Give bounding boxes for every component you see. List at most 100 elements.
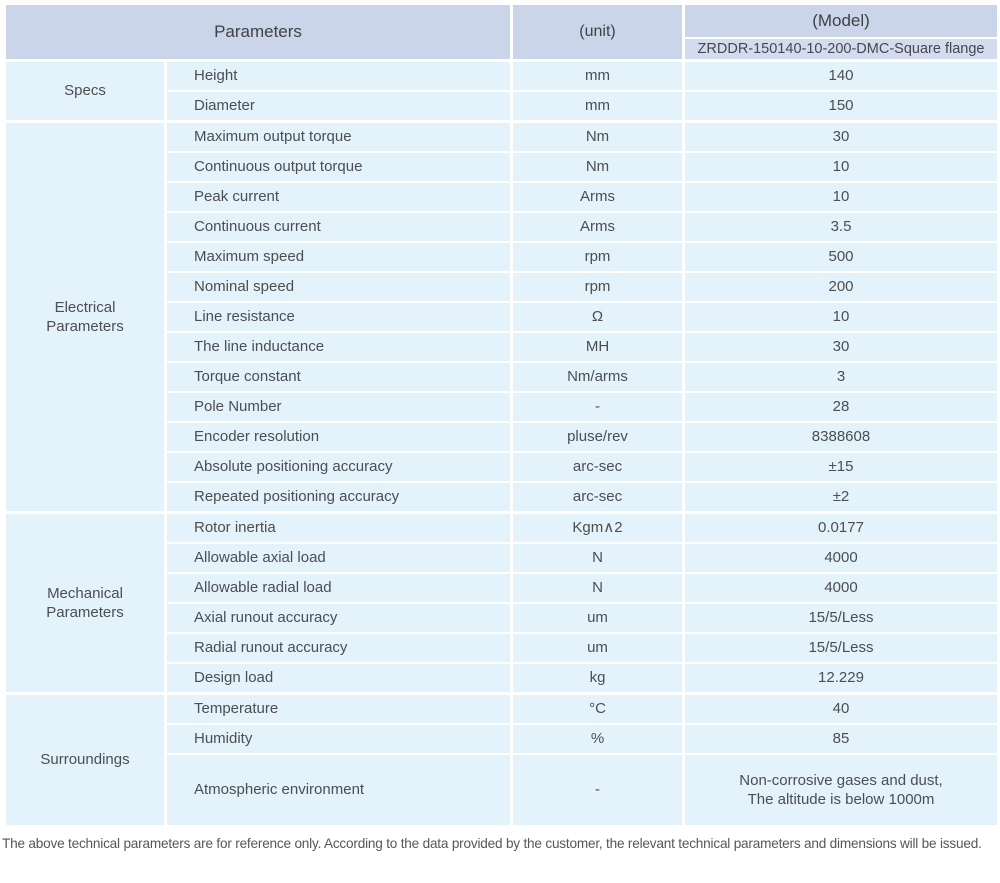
- value-cell: 12.229: [682, 662, 1000, 695]
- name-cell: Diameter: [164, 90, 513, 123]
- table-row: Encoder resolution pluse/rev 8388608: [5, 421, 1000, 453]
- name-cell: Encoder resolution: [164, 421, 513, 453]
- header-row-1: Parameters (unit) (Model): [3, 3, 1000, 62]
- unit-cell: mm: [510, 90, 685, 123]
- name-cell: Torque constant: [164, 361, 513, 393]
- unit-cell: -: [510, 391, 685, 423]
- unit-cell: Arms: [510, 211, 685, 243]
- name-cell: Allowable axial load: [164, 542, 513, 574]
- table-row: Radial runout accuracy um 15/5/Less: [5, 632, 1000, 664]
- group-electrical-parameters: Electrical Parameters Maximum output torq…: [3, 120, 1000, 514]
- unit-cell: pluse/rev: [510, 421, 685, 453]
- table-row: Electrical Parameters Maximum output torq…: [3, 120, 1000, 514]
- unit-cell: um: [510, 632, 685, 664]
- name-cell: Atmospheric environment: [164, 753, 513, 827]
- unit-cell: rpm: [510, 241, 685, 273]
- unit-cell: Nm: [510, 151, 685, 183]
- value-cell: 0.0177: [682, 511, 1000, 544]
- unit-column-header: (unit): [510, 3, 685, 62]
- group-label: Electrical Parameters: [3, 120, 167, 514]
- table-row: Pole Number -28: [5, 391, 1000, 423]
- value-cell: 10: [682, 301, 1000, 333]
- table-row: Maximum speed rpm 500: [5, 241, 1000, 273]
- unit-cell: kg: [510, 662, 685, 695]
- name-cell: Radial runout accuracy: [164, 632, 513, 664]
- unit-cell: -: [510, 753, 685, 827]
- table-row: Line resistance Ω 10: [5, 301, 1000, 333]
- value-cell: 40: [682, 692, 1000, 725]
- name-cell: Allowable radial load: [164, 572, 513, 604]
- name-cell: Axial runout accuracy: [164, 602, 513, 634]
- table-row: Surroundings Temperature °C 40: [3, 692, 1000, 827]
- name-cell: Continuous output torque: [164, 151, 513, 183]
- table-header: Parameters (unit) (Model) ZRDDR-150140-1…: [3, 3, 1000, 62]
- group-label: Surroundings: [3, 692, 167, 827]
- group-specs: Specs Height mm 140 Diameter mm 150: [3, 59, 1000, 123]
- value-cell: 140: [682, 59, 1000, 92]
- name-cell: Peak current: [164, 181, 513, 213]
- header-row-2: ZRDDR-150140-10-200-DMC-Square flange: [5, 37, 1000, 62]
- name-cell: Maximum output torque: [164, 120, 513, 153]
- unit-cell: arc-sec: [510, 481, 685, 514]
- value-cell: ±2: [682, 481, 1000, 514]
- unit-cell: mm: [510, 59, 685, 92]
- table-row: Axial runout accuracy um 15/5/Less: [5, 602, 1000, 634]
- value-cell: 28: [682, 391, 1000, 423]
- value-cell: Non-corrosive gases and dust, The altitu…: [682, 753, 1000, 827]
- table-row: Absolute positioning accuracy arc-sec ±15: [5, 451, 1000, 483]
- name-cell: The line inductance: [164, 331, 513, 363]
- table-row: Nominal speed rpm 200: [5, 271, 1000, 303]
- value-cell: 85: [682, 723, 1000, 755]
- value-cell: 15/5/Less: [682, 602, 1000, 634]
- unit-cell: N: [510, 572, 685, 604]
- name-cell: Humidity: [164, 723, 513, 755]
- footnote-text: The above technical parameters are for r…: [2, 836, 982, 851]
- unit-cell: °C: [510, 692, 685, 725]
- table-row: Atmospheric environment - Non-corrosive ga…: [5, 753, 1000, 827]
- unit-cell: Kgm∧2: [510, 511, 685, 544]
- table-row: Peak current Arms 10: [5, 181, 1000, 213]
- unit-cell: %: [510, 723, 685, 755]
- value-cell: 10: [682, 181, 1000, 213]
- value-cell: 150: [682, 90, 1000, 123]
- table-row: Diameter mm 150: [5, 90, 1000, 123]
- name-cell: Absolute positioning accuracy: [164, 451, 513, 483]
- parameters-column-header: Parameters: [3, 3, 513, 62]
- unit-cell: um: [510, 602, 685, 634]
- name-cell: Continuous current: [164, 211, 513, 243]
- value-cell: 3: [682, 361, 1000, 393]
- group-label: Mechanical Parameters: [3, 511, 167, 695]
- table-row: Specs Height mm 140: [3, 59, 1000, 123]
- table-row: Continuous output torque Nm 10: [5, 151, 1000, 183]
- group-surroundings: Surroundings Temperature °C 40 Humidity% 85 At…: [3, 692, 1000, 827]
- value-cell: 4000: [682, 572, 1000, 604]
- table-row: Torque constant Nm/arms 3: [5, 361, 1000, 393]
- value-cell: 15/5/Less: [682, 632, 1000, 664]
- table-row: Mechanical Parameters Rotor inertia Kgm∧2 0…: [3, 511, 1000, 695]
- name-cell: Rotor inertia: [164, 511, 513, 544]
- name-cell: Temperature: [164, 692, 513, 725]
- unit-cell: MH: [510, 331, 685, 363]
- unit-cell: Arms: [510, 181, 685, 213]
- spec-table: Parameters (unit) (Model) ZRDDR-150140-1…: [3, 3, 1000, 827]
- value-cell: 500: [682, 241, 1000, 273]
- unit-cell: rpm: [510, 271, 685, 303]
- value-cell: 30: [682, 331, 1000, 363]
- name-cell: Nominal speed: [164, 271, 513, 303]
- model-column-header: (Model): [682, 3, 1000, 39]
- value-cell: 4000: [682, 542, 1000, 574]
- table-row: The line inductance MH 30: [5, 331, 1000, 363]
- unit-cell: Nm: [510, 120, 685, 153]
- model-name-cell: ZRDDR-150140-10-200-DMC-Square flange: [682, 37, 1000, 62]
- group-label: Specs: [3, 59, 167, 123]
- value-cell: 200: [682, 271, 1000, 303]
- value-cell: 8388608: [682, 421, 1000, 453]
- value-cell: ±15: [682, 451, 1000, 483]
- name-cell: Design load: [164, 662, 513, 695]
- group-mechanical-parameters: Mechanical Parameters Rotor inertia Kgm∧2 0…: [3, 511, 1000, 695]
- table-row: Allowable axial load N 4000: [5, 542, 1000, 574]
- value-cell: 3.5: [682, 211, 1000, 243]
- table-row: Design load kg 12.229: [5, 662, 1000, 695]
- unit-cell: N: [510, 542, 685, 574]
